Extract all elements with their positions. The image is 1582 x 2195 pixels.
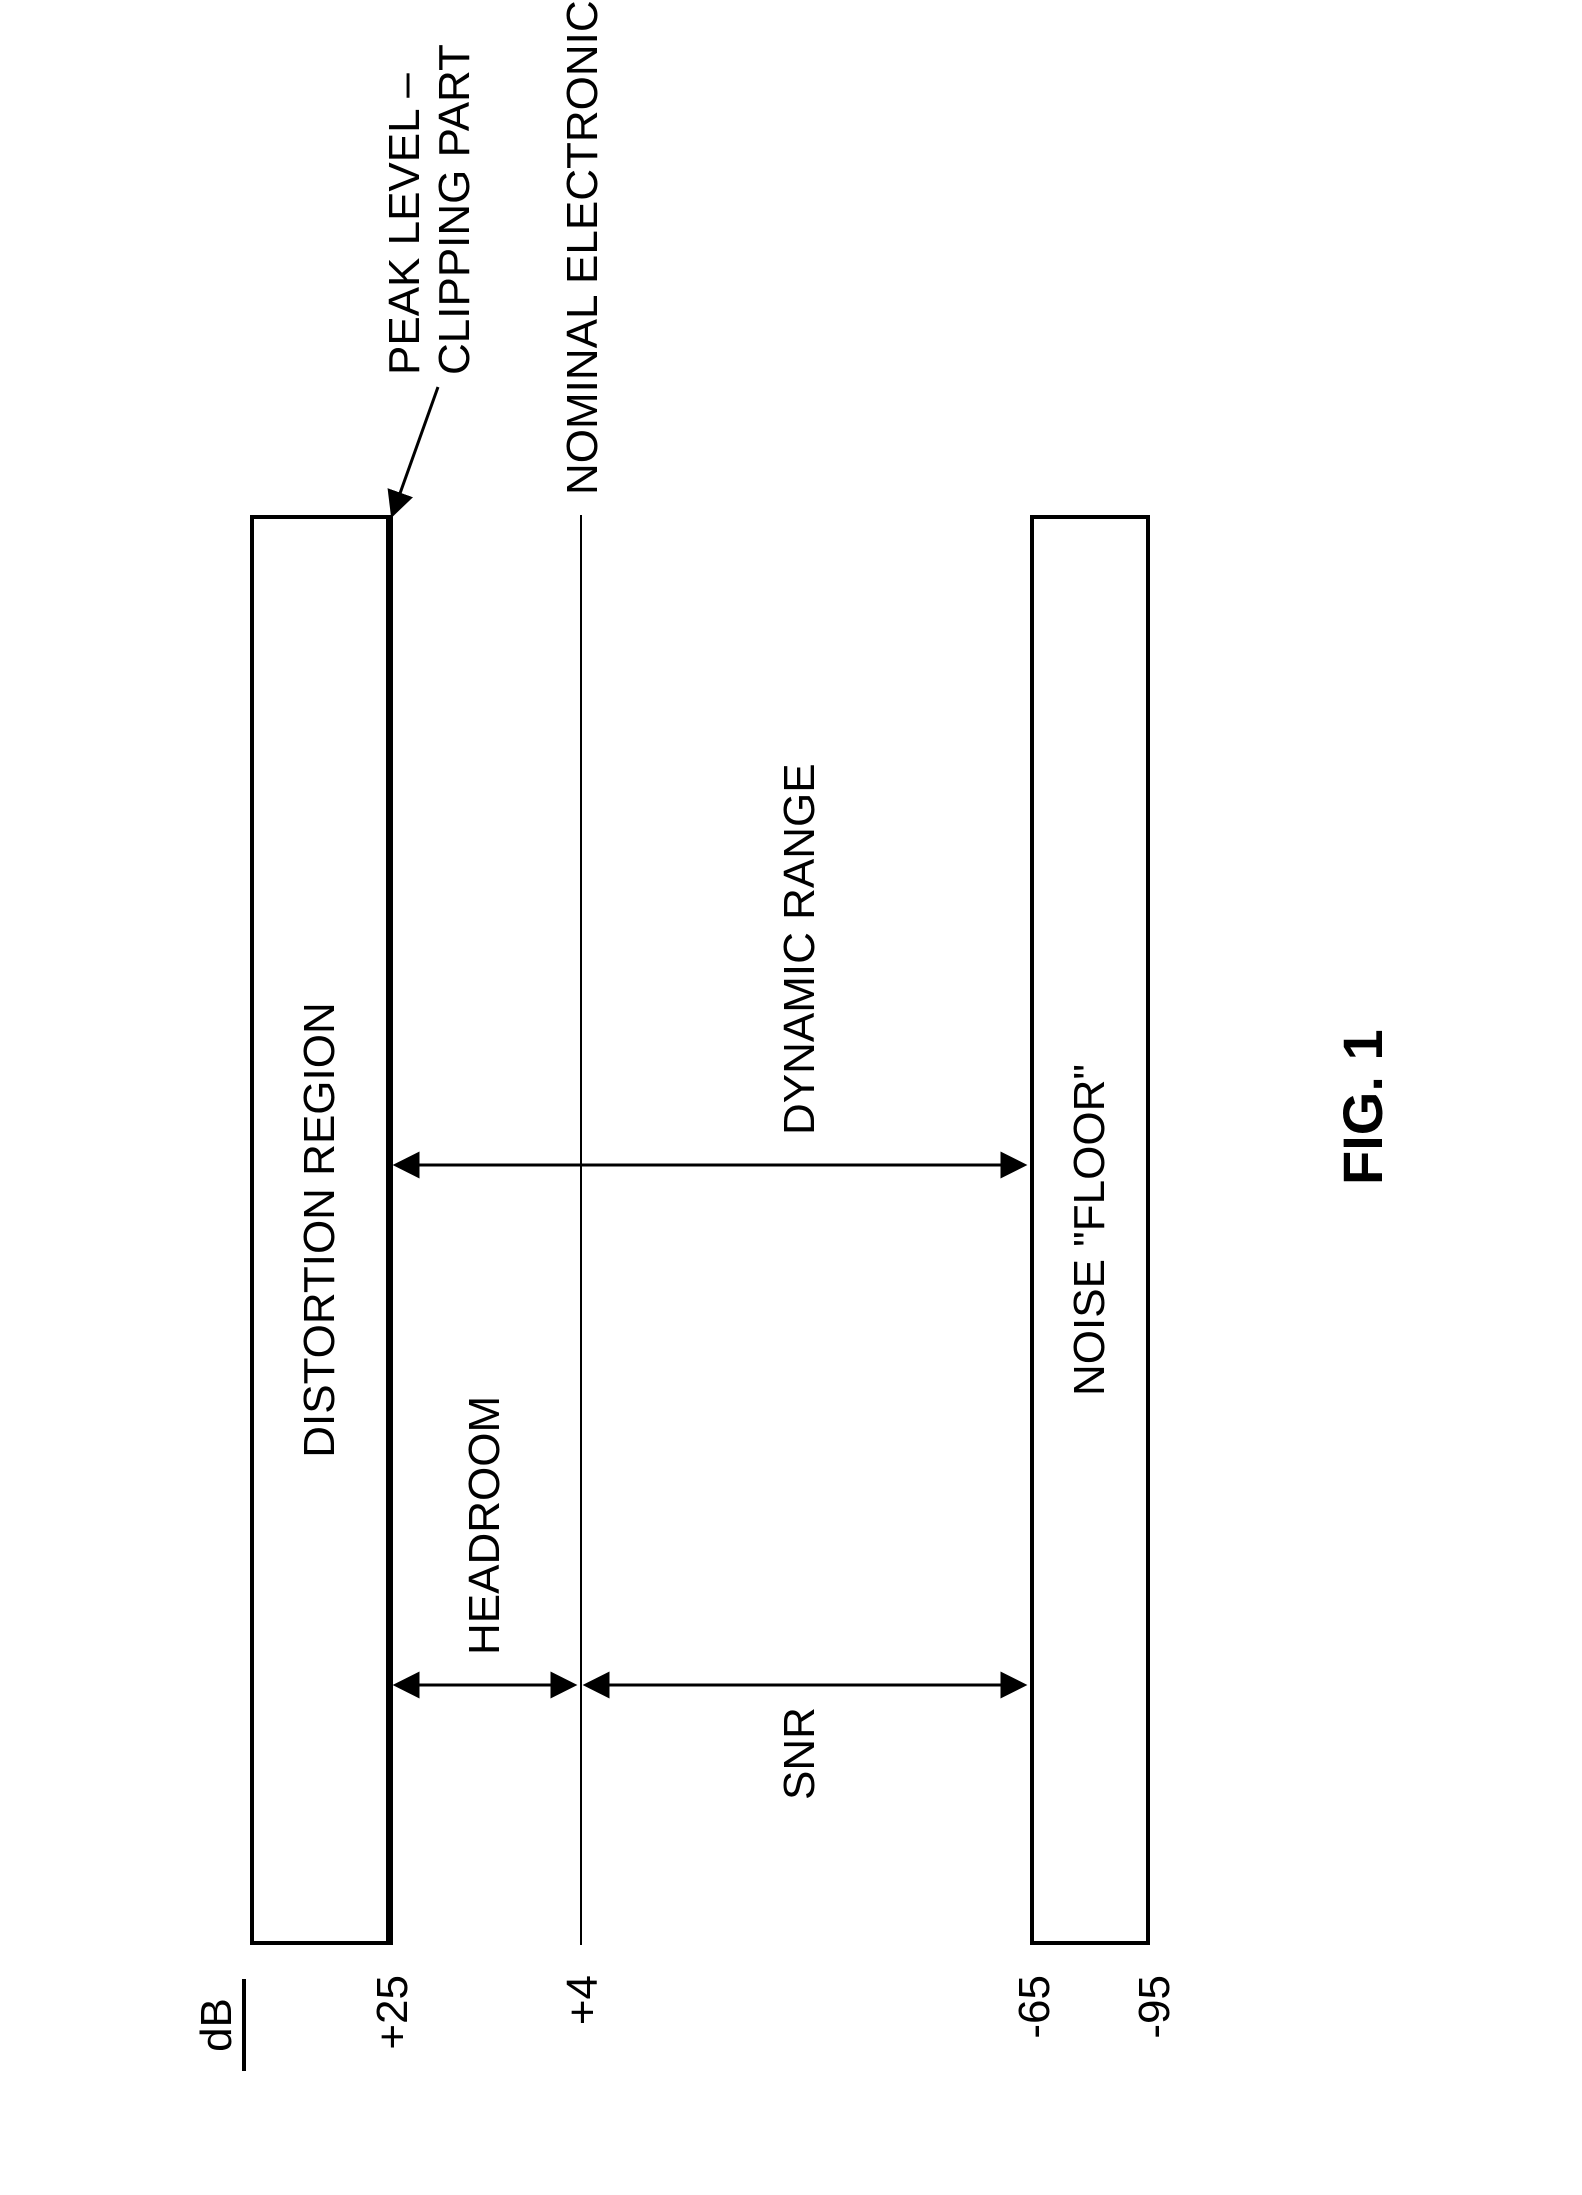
arrows-overlay (250, 245, 1150, 1945)
signal-level-diagram: dB +25 +4 -65 -95 DISTORTION REGION NOIS… (250, 245, 1150, 1945)
peak-level-pointer (393, 387, 438, 513)
peak-level-label-line1: PEAK LEVEL – (380, 73, 430, 375)
peak-level-label-line2: CLIPPING PART (430, 44, 480, 375)
tick-plus25: +25 (368, 1975, 418, 2085)
tick-minus65: -65 (1010, 1975, 1060, 2085)
db-axis-underline (242, 1979, 246, 2071)
tick-minus95: -95 (1130, 1975, 1180, 2085)
tick-plus4: +4 (558, 1975, 608, 2085)
figure-caption: FIG. 1 (1330, 1029, 1395, 1185)
headroom-label: HEADROOM (460, 1396, 510, 1655)
canvas: dB +25 +4 -65 -95 DISTORTION REGION NOIS… (0, 0, 1582, 2195)
nominal-line-label: NOMINAL ELECTRONIC UNE LEVEL (558, 0, 608, 495)
snr-label: SNR (775, 1707, 825, 1800)
dynamic-range-label: DYNAMIC RANGE (775, 763, 825, 1135)
db-axis-header: dB (192, 1985, 242, 2065)
rotated-figure: dB +25 +4 -65 -95 DISTORTION REGION NOIS… (0, 0, 1582, 2195)
